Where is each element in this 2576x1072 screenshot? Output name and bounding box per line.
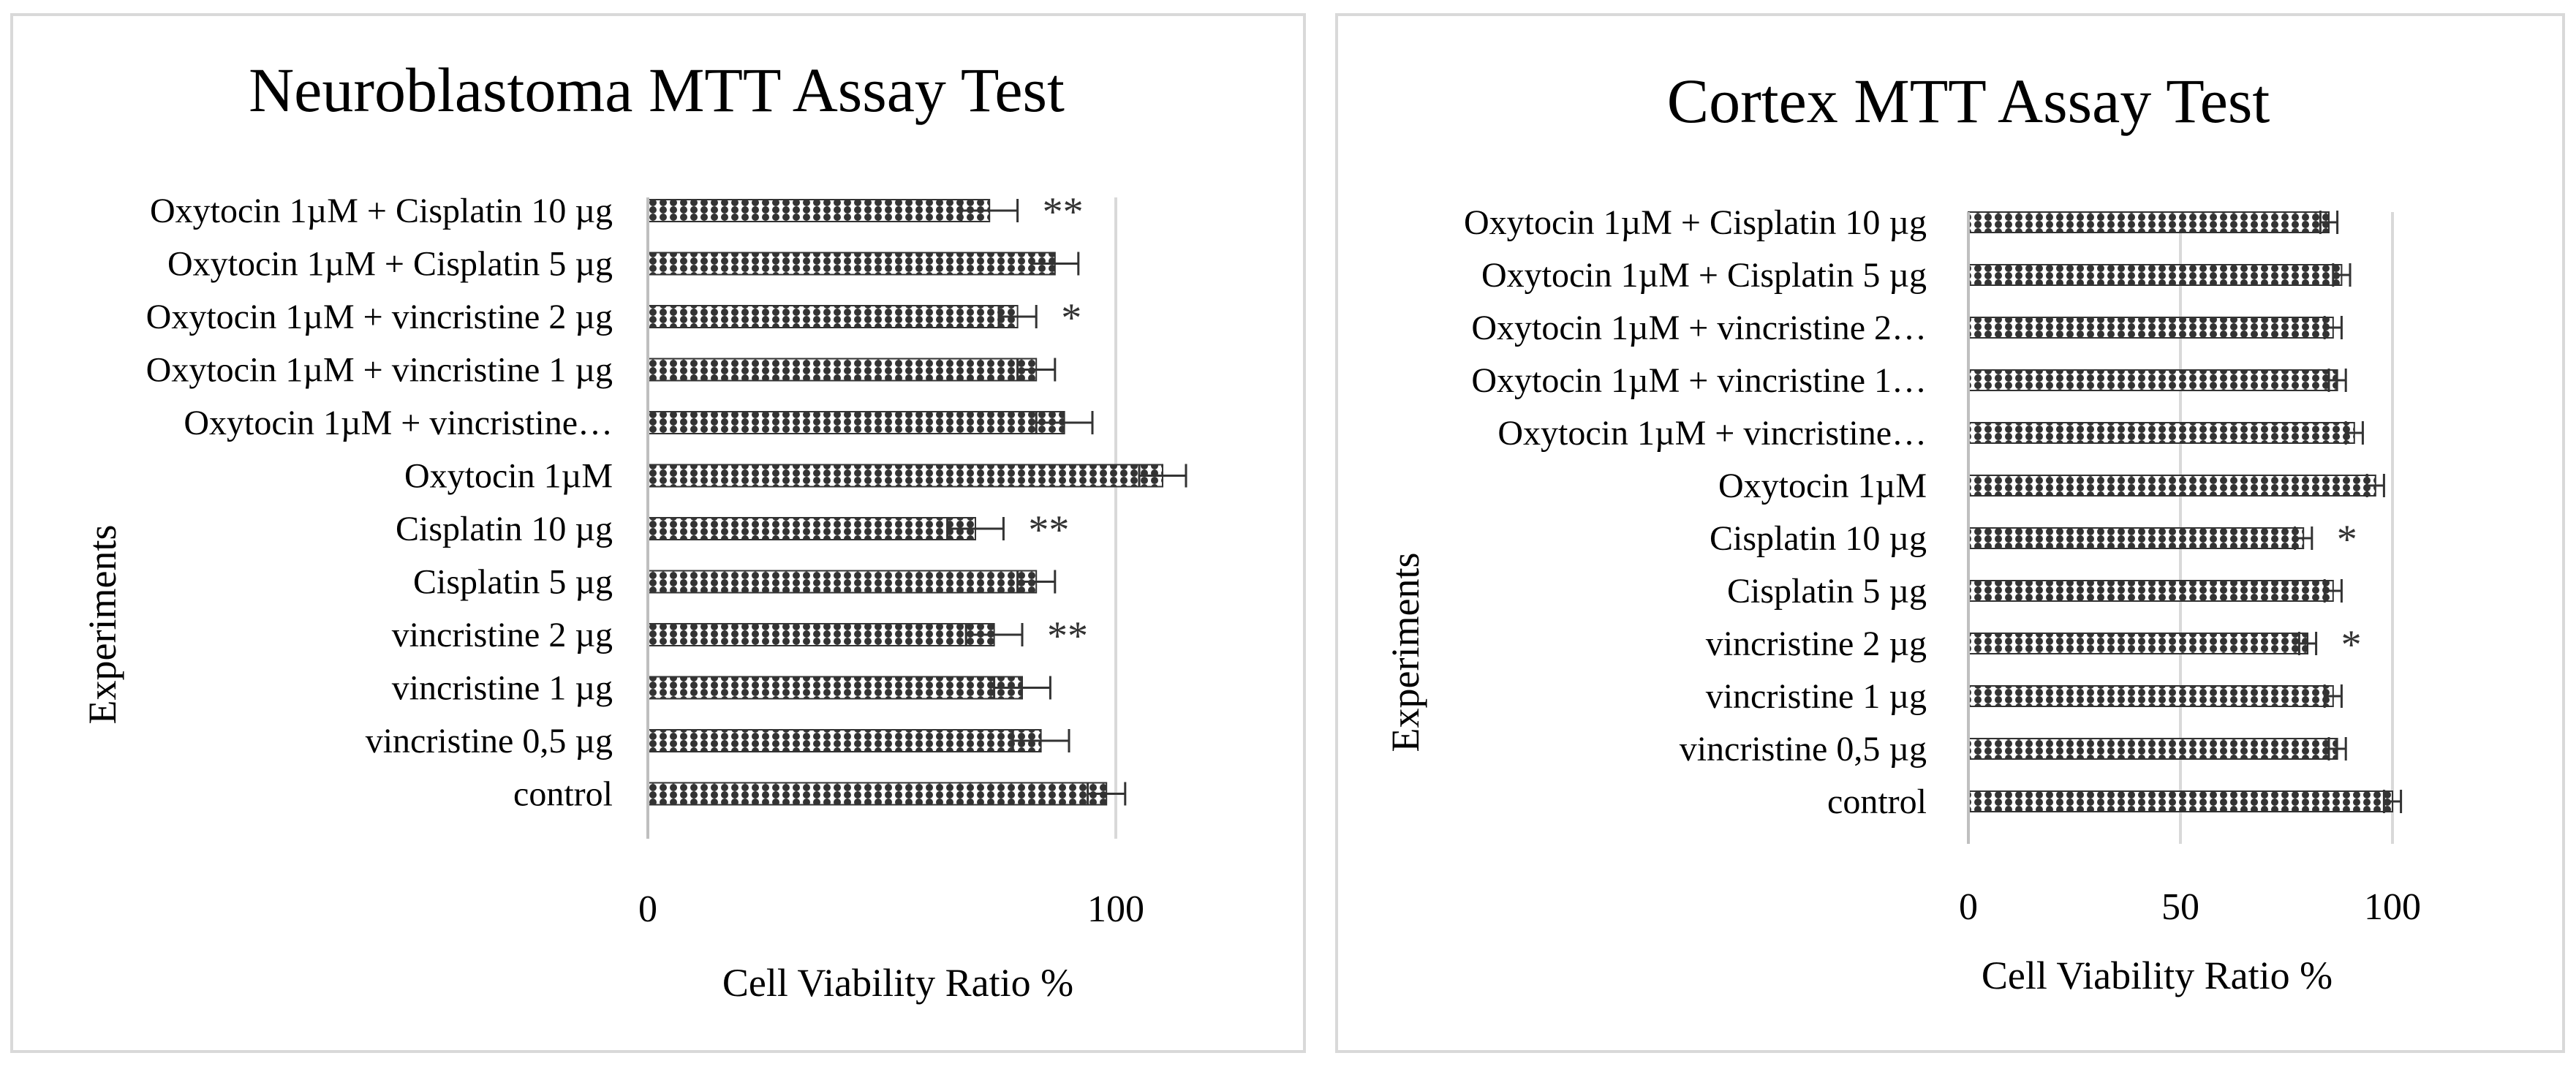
y-axis-title: Experiments: [1383, 553, 1427, 752]
significance-marker: **: [1028, 507, 1069, 553]
chart-neuroblastoma: Neuroblastoma MTT Assay Test 0 100 Cell Via…: [80, 55, 1187, 1005]
category-label: control: [1827, 782, 1927, 821]
category-label: Oxytocin 1µM + vincristine…: [184, 404, 613, 442]
category-label: Oxytocin 1µM + Cisplatin 5 µg: [167, 245, 613, 284]
x-axis-title: Cell Viability Ratio %: [722, 961, 1073, 1005]
x-tick-label: 0: [1959, 886, 1978, 928]
significance-marker: *: [2337, 517, 2357, 562]
significance-marker: *: [2341, 622, 2362, 668]
chart-panel-cortex: Cortex MTT Assay Test 0 50 100 Cell Viabilit…: [1335, 13, 2565, 1053]
category-label: vincristine 1 µg: [392, 669, 613, 708]
significance-marker: **: [1047, 614, 1088, 659]
x-tick-label: 0: [638, 888, 657, 930]
bar: [1968, 317, 2334, 339]
chart-title: Neuroblastoma MTT Assay Test: [249, 55, 1065, 125]
bar: [1968, 475, 2376, 497]
category-label: vincristine 0,5 µg: [366, 722, 613, 760]
bar: [647, 199, 991, 222]
category-label: Oxytocin 1µM: [404, 457, 613, 496]
chart-cortex: Cortex MTT Assay Test 0 50 100 Cell Viabilit…: [1383, 66, 2421, 997]
bar: [647, 464, 1163, 488]
category-label: Cisplatin 5 µg: [1727, 572, 1927, 611]
bar: [1968, 633, 2308, 654]
bar: [647, 358, 1038, 382]
significance-marker: *: [1061, 295, 1081, 341]
bar: [647, 570, 1038, 594]
category-label: Oxytocin 1µM + Cisplatin 10 µg: [150, 192, 613, 230]
category-label: control: [513, 775, 613, 814]
bar: [1968, 580, 2334, 602]
bar: [647, 623, 995, 646]
category-label: vincristine 2 µg: [1706, 624, 1927, 663]
category-label: vincristine 1 µg: [1706, 677, 1927, 716]
chart-title: Cortex MTT Assay Test: [1667, 66, 2270, 136]
significance-marker: **: [1043, 189, 1084, 235]
category-label: vincristine 0,5 µg: [1680, 730, 1927, 769]
category-label: vincristine 2 µg: [392, 616, 613, 654]
category-label: Cisplatin 5 µg: [413, 563, 613, 602]
x-tick-label: 50: [2161, 886, 2199, 928]
chart-panel-neuroblastoma: Neuroblastoma MTT Assay Test 0 100 Cell Via…: [10, 13, 1306, 1053]
bar: [647, 676, 1023, 700]
category-label: Oxytocin 1µM + vincristine 1 µg: [146, 351, 613, 390]
category-label: Oxytocin 1µM + vincristine 2 µg: [146, 298, 613, 336]
y-axis-title: Experiments: [80, 525, 124, 725]
bar: [1968, 211, 2330, 233]
bar: [1968, 685, 2334, 707]
bar: [647, 411, 1065, 434]
category-label: Oxytocin 1µM: [1718, 467, 1927, 505]
category-label: Oxytocin 1µM + vincristine 1…: [1471, 361, 1927, 400]
bar: [1968, 527, 2305, 549]
x-axis-title: Cell Viability Ratio %: [1982, 954, 2333, 997]
bar: [647, 517, 976, 540]
bar: [1968, 264, 2343, 286]
category-label: Cisplatin 10 µg: [1710, 519, 1927, 558]
bar: [647, 252, 1056, 276]
bar: [1968, 369, 2338, 391]
category-label: Oxytocin 1µM + vincristine…: [1497, 414, 1927, 453]
bar: [1968, 790, 2393, 812]
bar: [1968, 738, 2338, 760]
category-label: Oxytocin 1µM + Cisplatin 10 µg: [1464, 203, 1927, 242]
bar: [1968, 422, 2355, 444]
bar: [647, 782, 1108, 806]
x-tick-label: 100: [2364, 886, 2421, 928]
bar: [647, 729, 1042, 752]
category-label: Oxytocin 1µM + vincristine 2…: [1471, 309, 1927, 347]
bar: [647, 305, 1019, 328]
category-label: Cisplatin 10 µg: [396, 510, 613, 548]
x-tick-label: 100: [1087, 888, 1144, 930]
category-label: Oxytocin 1µM + Cisplatin 5 µg: [1481, 256, 1927, 295]
